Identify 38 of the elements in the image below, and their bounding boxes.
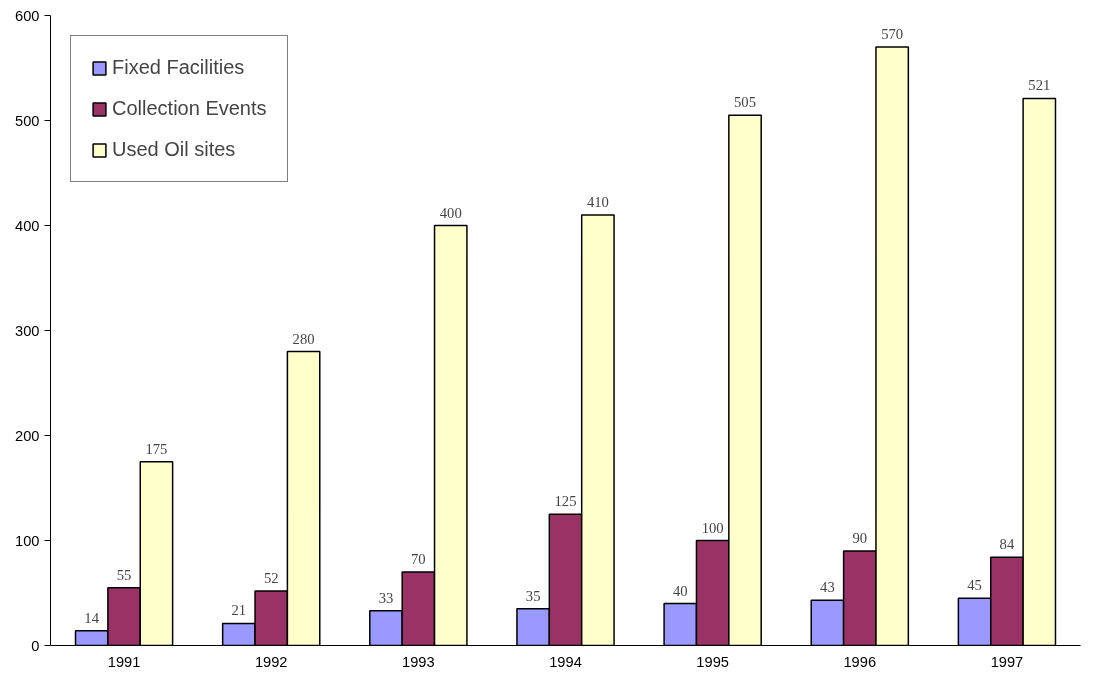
x-tick-label: 1997 — [990, 653, 1024, 670]
y-tick-label: 400 — [15, 217, 40, 234]
x-tick-label: 1992 — [254, 653, 288, 670]
data-label: 505 — [734, 94, 757, 111]
y-tick-label: 600 — [15, 7, 40, 24]
data-label: 175 — [145, 440, 168, 457]
y-tick-label: 200 — [15, 427, 40, 444]
x-tick-label: 1996 — [843, 653, 877, 670]
data-label: 400 — [439, 204, 462, 221]
data-label: 55 — [116, 566, 132, 583]
y-tick-label: 500 — [15, 112, 40, 129]
data-label: 570 — [881, 26, 904, 42]
data-label: 43 — [820, 579, 835, 596]
legend-label: Collection Events — [112, 97, 267, 120]
data-label: 521 — [1028, 77, 1051, 94]
y-tick-label: 0 — [31, 637, 40, 654]
x-tick-label: 1993 — [402, 653, 435, 670]
data-label: 35 — [525, 587, 541, 604]
data-label: 45 — [967, 577, 982, 594]
y-tick-label: 100 — [15, 532, 40, 549]
data-label: 52 — [263, 569, 279, 586]
data-label: 280 — [292, 330, 315, 347]
legend-label: Used Oil sites — [112, 138, 236, 161]
y-tick-label: 300 — [15, 322, 40, 339]
data-label: 40 — [672, 582, 688, 599]
data-label: 84 — [999, 536, 1015, 553]
x-tick-label: 1995 — [696, 653, 729, 670]
data-label: 410 — [586, 194, 609, 210]
data-label: 125 — [554, 493, 577, 510]
data-label: 90 — [852, 530, 868, 546]
data-label: 70 — [411, 551, 426, 567]
data-label: 33 — [378, 589, 394, 606]
legend-label: Fixed Facilities — [112, 56, 245, 79]
x-tick-label: 1994 — [549, 653, 582, 670]
data-label: 21 — [231, 602, 247, 619]
x-tick-label: 1991 — [107, 653, 141, 670]
data-label: 14 — [84, 609, 100, 626]
data-label: 100 — [701, 519, 724, 536]
